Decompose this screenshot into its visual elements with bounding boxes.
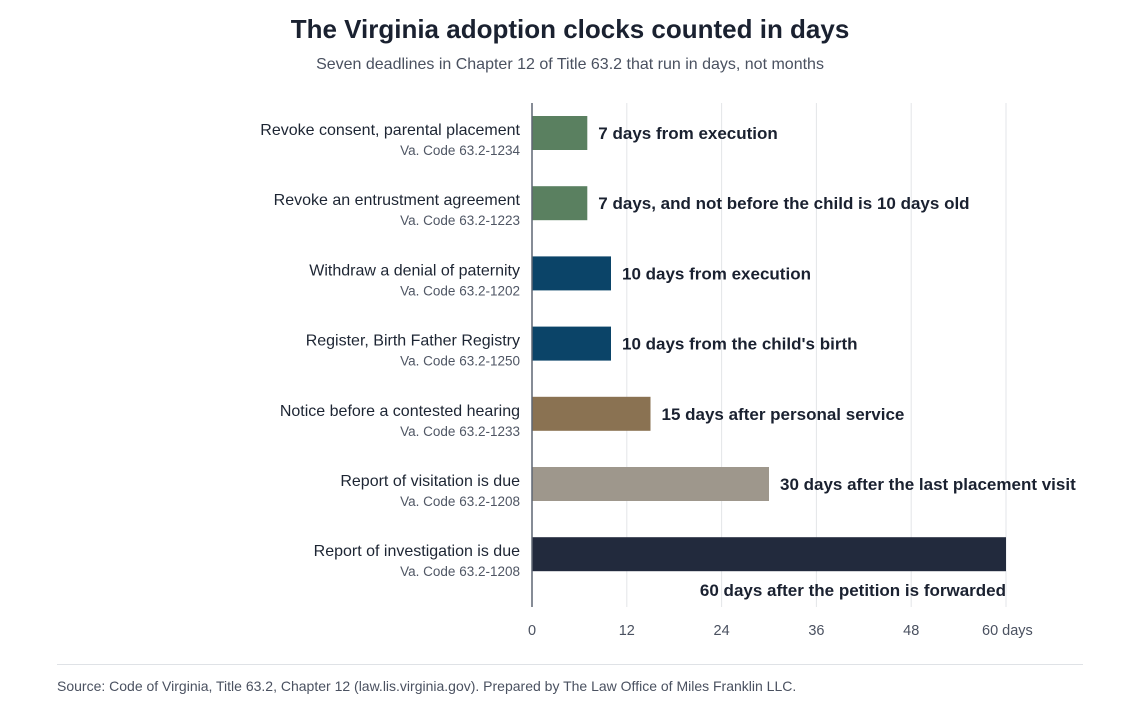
citation-label-1: Va. Code 63.2-1234 — [400, 143, 520, 158]
citation-label-5: Va. Code 63.2-1233 — [400, 424, 520, 439]
x-tick-label-1: 12 — [619, 623, 635, 639]
citation-label-3: Va. Code 63.2-1202 — [400, 283, 520, 298]
x-tick-label-0: 0 — [528, 623, 536, 639]
x-tick-label-3: 36 — [808, 623, 824, 639]
source-note: Source: Code of Virginia, Title 63.2, Ch… — [57, 678, 797, 694]
data-label-5: 15 days after personal service — [662, 405, 905, 424]
category-label-5: Notice before a contested hearing — [280, 403, 520, 420]
data-label-6: 30 days after the last placement visit — [780, 475, 1076, 494]
data-label-7: 60 days after the petition is forwarded — [700, 581, 1006, 600]
citation-label-4: Va. Code 63.2-1250 — [400, 354, 520, 369]
footer-divider — [57, 664, 1083, 665]
data-label-4: 10 days from the child's birth — [622, 335, 858, 354]
category-label-2: Revoke an entrustment agreement — [274, 192, 521, 209]
data-label-3: 10 days from execution — [622, 264, 811, 283]
category-label-1: Revoke consent, parental placement — [260, 122, 520, 139]
chart-title: The Virginia adoption clocks counted in … — [290, 14, 850, 44]
bar-2 — [532, 186, 588, 221]
bar-4 — [532, 326, 611, 361]
bar-7 — [532, 537, 1006, 572]
category-label-3: Withdraw a denial of paternity — [309, 262, 520, 279]
bar-6 — [532, 467, 769, 501]
x-tick-label-5: 60 days — [982, 623, 1033, 639]
bar-5 — [532, 396, 651, 431]
chart-subtitle: Seven deadlines in Chapter 12 of Title 6… — [316, 56, 824, 73]
x-tick-label-2: 24 — [714, 623, 730, 639]
bar-1 — [532, 116, 588, 150]
citation-label-7: Va. Code 63.2-1208 — [400, 564, 520, 579]
data-label-1: 7 days from execution — [598, 124, 778, 143]
category-label-4: Register, Birth Father Registry — [306, 333, 520, 350]
category-label-7: Report of investigation is due — [314, 543, 520, 560]
citation-label-6: Va. Code 63.2-1208 — [400, 494, 520, 509]
category-label-6: Report of visitation is due — [340, 473, 520, 490]
x-tick-label-4: 48 — [903, 623, 919, 639]
bar-3 — [532, 256, 611, 291]
citation-label-2: Va. Code 63.2-1223 — [400, 213, 520, 228]
data-label-2: 7 days, and not before the child is 10 d… — [598, 194, 969, 213]
